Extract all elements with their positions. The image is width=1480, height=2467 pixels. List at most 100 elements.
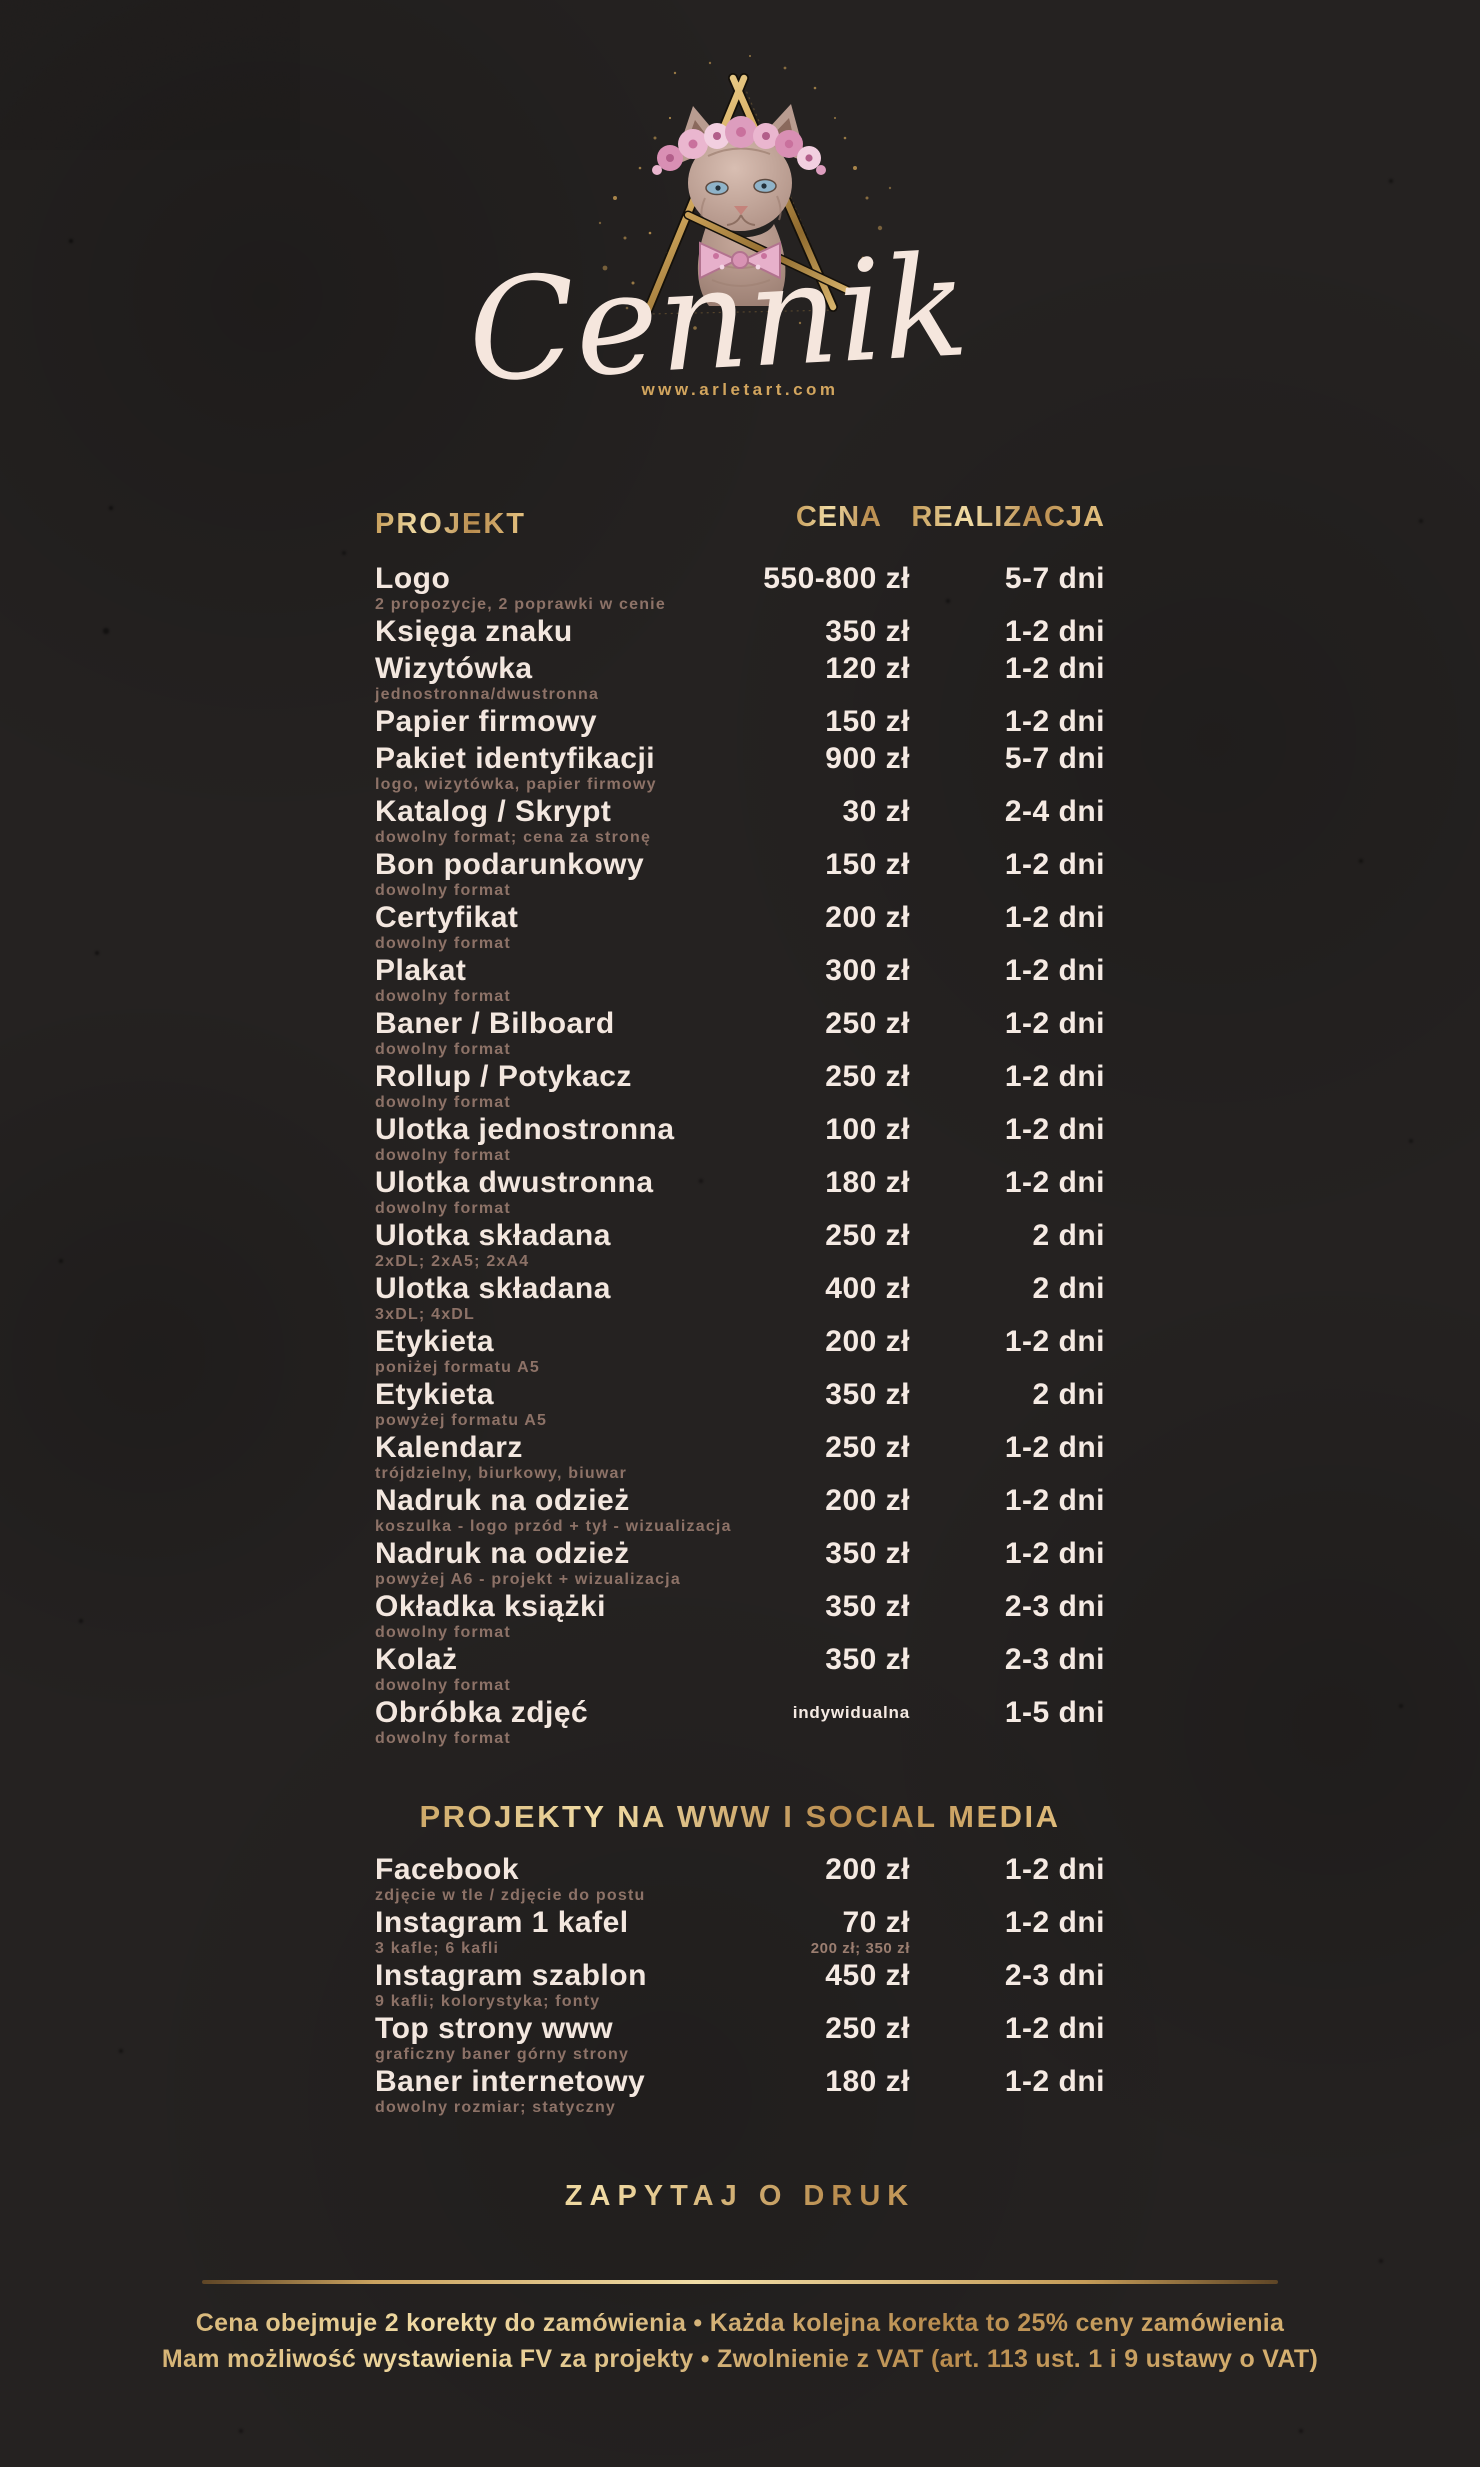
price-row: Logo 2 propozycje, 2 poprawki w cenie 550-… (375, 560, 1105, 613)
item-time: 1-2 dni (1004, 901, 1105, 934)
item-name: Ulotka składana (375, 1219, 611, 1252)
item-sub: dowolny format (375, 1730, 511, 1747)
item-sub: jednostronna/dwustronna (375, 686, 600, 703)
item-price: 350 zł (825, 615, 910, 648)
price-row: Ulotka jednostronna dowolny format 100 zł 1… (375, 1111, 1105, 1164)
gold-divider-line (202, 2280, 1278, 2284)
item-price: 200 zł (825, 1484, 910, 1517)
item-price: 120 zł (825, 652, 910, 685)
item-time: 1-2 dni (1004, 615, 1105, 648)
item-price: 250 zł (825, 2012, 910, 2045)
item-name: Ulotka dwustronna (375, 1166, 654, 1199)
item-time: 1-2 dni (1004, 1431, 1105, 1464)
item-sub: trójdzielny, biurkowy, biuwar (375, 1465, 628, 1482)
page-title-script: Cennik (464, 225, 972, 415)
price-row: Pakiet identyfikacji logo, wizytówka, pap… (375, 740, 1105, 793)
item-price: 200 zł (825, 901, 910, 934)
item-time: 2-4 dni (1004, 795, 1105, 828)
flower-crown-icon (652, 116, 826, 175)
price-table-body: Logo 2 propozycje, 2 poprawki w cenie 550-… (375, 560, 1105, 1747)
price-row: Wizytówka jednostronna/dwustronna 120 zł 1-… (375, 650, 1105, 703)
price-row: Obróbka zdjęć dowolny format indywidualna 1… (375, 1694, 1105, 1747)
footer-note-vat: Mam możliwość wystawienia FV za projekty… (0, 2344, 1480, 2374)
item-time: 1-2 dni (1004, 1166, 1105, 1199)
item-price: 900 zł (825, 742, 910, 775)
item-price: 350 zł (825, 1537, 910, 1570)
item-price: 30 zł (842, 795, 910, 828)
item-name: Ulotka składana (375, 1272, 611, 1305)
item-time: 1-2 dni (1004, 1113, 1105, 1146)
footer-note-corrections: Cena obejmuje 2 korekty do zamówienia • … (0, 2308, 1480, 2338)
item-price: 150 zł (825, 705, 910, 738)
column-header-project: PROJEKT (375, 508, 526, 540)
paper-texture (0, 0, 300, 150)
item-time: 1-2 dni (1004, 1537, 1105, 1570)
price-row: Certyfikat dowolny format 200 zł 1-2 dni (375, 899, 1105, 952)
website-url: www.arletart.com (641, 380, 839, 399)
item-sub: dowolny format (375, 1147, 511, 1164)
price-row: Instagram szablon 9 kafli; kolorystyka; f… (375, 1957, 1105, 2010)
item-name: Obróbka zdjęć (375, 1696, 589, 1729)
item-name: Nadruk na odzież (375, 1484, 630, 1517)
item-price: 70 zł (842, 1906, 910, 1939)
item-price-sub: 200 zł; 350 zł (810, 1940, 910, 1957)
table-header: PROJEKT CENA REALIZACJA (375, 500, 1105, 560)
item-sub: 3xDL; 4xDL (375, 1306, 476, 1323)
item-time: 1-2 dni (1004, 1853, 1105, 1886)
price-row: Ulotka składana 2xDL; 2xA5; 2xA4 250 zł 2 d… (375, 1217, 1105, 1270)
item-time: 1-2 dni (1004, 1060, 1105, 1093)
item-price: 350 zł (825, 1590, 910, 1623)
item-sub: dowolny format (375, 882, 511, 899)
item-time: 1-2 dni (1004, 1906, 1105, 1939)
item-sub: zdjęcie w tle / zdjęcie do postu (375, 1887, 646, 1904)
item-name: Księga znaku (375, 615, 573, 648)
item-sub: powyżej formatu A5 (375, 1412, 548, 1429)
item-time: 1-2 dni (1004, 2012, 1105, 2045)
item-time: 2-3 dni (1004, 1590, 1105, 1623)
item-price: 200 zł (825, 1853, 910, 1886)
section-header-social: PROJEKTY NA WWW I SOCIAL MEDIA (375, 1797, 1105, 1837)
price-row: Plakat dowolny format 300 zł 1-2 dni (375, 952, 1105, 1005)
price-row: Top strony www graficzny baner górny stro… (375, 2010, 1105, 2063)
item-name: Certyfikat (375, 901, 519, 934)
item-name: Kolaż (375, 1643, 458, 1676)
price-row: Nadruk na odzież koszulka - logo przód + … (375, 1482, 1105, 1535)
price-row: Baner internetowy dowolny rozmiar; statyc… (375, 2063, 1105, 2116)
item-time: 2-3 dni (1004, 1643, 1105, 1676)
item-price: 180 zł (825, 1166, 910, 1199)
item-name: Top strony www (375, 2012, 614, 2045)
item-price: 180 zł (825, 2065, 910, 2098)
item-price: indywidualna (792, 1703, 910, 1722)
item-sub: 9 kafli; kolorystyka; fonty (375, 1993, 601, 2010)
item-price: 450 zł (825, 1959, 910, 1992)
price-row: Ulotka dwustronna dowolny format 180 zł 1-2… (375, 1164, 1105, 1217)
item-name: Instagram 1 kafel (375, 1906, 629, 1939)
price-row: Etykieta powyżej formatu A5 350 zł 2 dni (375, 1376, 1105, 1429)
item-name: Katalog / Skrypt (375, 795, 612, 828)
price-list: PROJEKT CENA REALIZACJA Logo 2 propozycje… (375, 500, 1105, 2214)
item-name: Etykieta (375, 1325, 495, 1358)
item-sub: logo, wizytówka, papier firmowy (375, 776, 657, 793)
item-price: 250 zł (825, 1219, 910, 1252)
price-row: Ulotka składana 3xDL; 4xDL 400 zł 2 dni (375, 1270, 1105, 1323)
item-sub: dowolny format (375, 1624, 511, 1641)
item-time: 5-7 dni (1004, 742, 1105, 775)
item-name: Baner internetowy (375, 2065, 646, 2098)
item-time: 1-2 dni (1004, 1484, 1105, 1517)
item-sub: dowolny rozmiar; statyczny (375, 2099, 617, 2116)
item-name: Plakat (375, 954, 467, 987)
brand-logo-cat-triangle-icon (598, 55, 892, 340)
item-sub: dowolny format; cena za stronę (375, 829, 652, 846)
item-name: Ulotka jednostronna (375, 1113, 675, 1146)
item-sub: 3 kafle; 6 kafli (375, 1940, 500, 1957)
price-row: Baner / Bilboard dowolny format 250 zł 1-2 … (375, 1005, 1105, 1058)
paper-specks (0, 0, 2, 2)
price-row: Rollup / Potykacz dowolny format 250 zł 1-2… (375, 1058, 1105, 1111)
item-price: 550-800 zł (763, 562, 910, 595)
price-row: Bon podarunkowy dowolny format 150 zł 1-2 d… (375, 846, 1105, 899)
bow-tie-icon (699, 241, 781, 280)
item-time: 1-2 dni (1004, 1325, 1105, 1358)
item-time: 1-2 dni (1004, 2065, 1105, 2098)
item-time: 2-3 dni (1004, 1959, 1105, 1992)
